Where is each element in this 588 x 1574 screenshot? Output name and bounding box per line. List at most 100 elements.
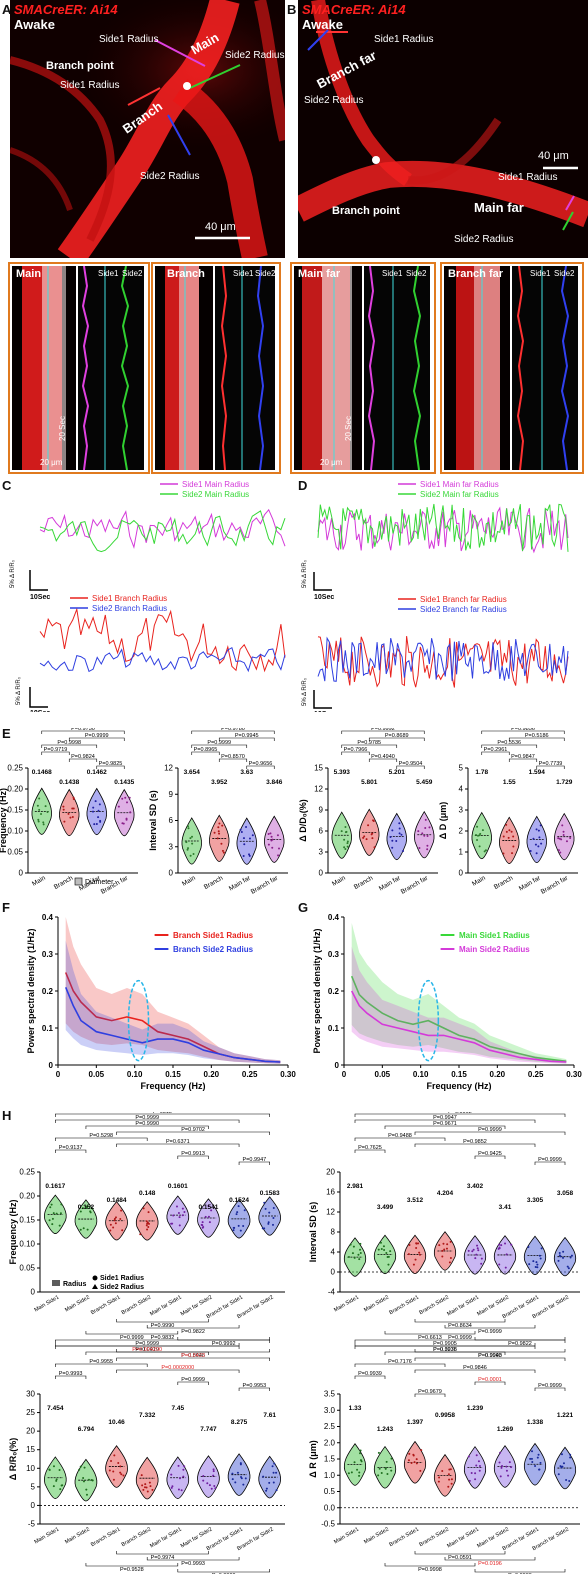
data-point bbox=[242, 1483, 245, 1486]
y-tick-label: 12 bbox=[326, 1208, 335, 1217]
data-point bbox=[558, 1254, 561, 1257]
data-point bbox=[450, 1482, 453, 1485]
micrograph-a: SMACreER: Ai14 Awake Side1 Radius Main S… bbox=[10, 0, 285, 258]
data-point bbox=[236, 1471, 239, 1474]
panel-h-bottom-bracket bbox=[474, 1337, 566, 1341]
data-point bbox=[448, 1478, 451, 1481]
data-point bbox=[441, 1255, 444, 1258]
panel-h-bottom-bracket bbox=[384, 1563, 476, 1567]
panel-h-top-pvalue: P=0.9846 bbox=[463, 1365, 487, 1371]
y-tick-label: 15 bbox=[314, 764, 323, 773]
data-point bbox=[385, 1252, 388, 1255]
data-point bbox=[508, 829, 511, 832]
panel-e-pvalue: P=0.9847 bbox=[511, 754, 535, 760]
panel-h-top-bracket bbox=[534, 1161, 566, 1165]
data-point bbox=[408, 1452, 411, 1455]
psd-line bbox=[350, 990, 567, 1063]
kymograph-box-main: Main Side1 Side2 20 Sec 20 μm bbox=[8, 262, 150, 474]
data-point bbox=[418, 847, 421, 850]
data-point bbox=[109, 1223, 112, 1226]
data-point bbox=[271, 846, 274, 849]
data-point bbox=[389, 836, 392, 839]
data-point bbox=[567, 1267, 570, 1270]
data-point bbox=[441, 1249, 444, 1252]
data-point bbox=[412, 1263, 415, 1266]
category-label: Branch far bbox=[400, 874, 430, 895]
data-point bbox=[510, 1243, 513, 1246]
data-point bbox=[438, 1476, 441, 1479]
kymo-main-far-red bbox=[294, 266, 362, 470]
panel-e-pvalue: P=0.9999 bbox=[207, 740, 231, 746]
panel-h-top-bracket bbox=[354, 1149, 386, 1153]
panel-h-top-pvalue: P=0.9488 bbox=[388, 1133, 412, 1139]
scale-y-d2: 5% Δ R/R₀ bbox=[302, 677, 308, 706]
data-point bbox=[264, 1207, 267, 1210]
data-point bbox=[245, 826, 248, 829]
data-point bbox=[214, 1487, 217, 1490]
data-point bbox=[270, 835, 273, 838]
data-point bbox=[265, 1487, 268, 1490]
data-point bbox=[379, 1241, 382, 1244]
y-tick-label: 0.2 bbox=[42, 987, 54, 996]
panel-e-bracket bbox=[191, 730, 275, 734]
data-point bbox=[208, 1484, 211, 1487]
data-point bbox=[125, 817, 128, 820]
y-axis-label: Δ R/R₀(%) bbox=[8, 1438, 18, 1481]
data-point bbox=[390, 1469, 393, 1472]
data-point bbox=[271, 1465, 274, 1468]
panel-h-top-pvalue: P=0.9425 bbox=[478, 1151, 502, 1157]
x-axis-label: Frequency (Hz) bbox=[426, 1081, 491, 1091]
data-point bbox=[351, 1252, 354, 1255]
data-point bbox=[151, 1488, 154, 1491]
y-axis-label: Power spectral density (1/Hz) bbox=[312, 928, 322, 1053]
data-point bbox=[119, 1217, 122, 1220]
data-point bbox=[128, 796, 131, 799]
panel-e-pvalue: P=0.4940 bbox=[371, 754, 395, 760]
panel-h-bottom-bracket bbox=[85, 1563, 179, 1567]
panel-h-bottom-bracket bbox=[474, 1569, 566, 1573]
y-tick-label: 3 bbox=[169, 842, 174, 851]
data-point bbox=[532, 1260, 535, 1263]
data-point bbox=[63, 820, 66, 823]
data-point bbox=[213, 1484, 216, 1487]
kymo-side1-label-branch-far: Side1 bbox=[530, 269, 551, 278]
data-point bbox=[146, 1490, 149, 1493]
panel-e-pvalue: P=0.7966 bbox=[344, 747, 368, 753]
data-point bbox=[437, 1480, 440, 1483]
panel-h-top-pvalue: P=0.9999 bbox=[448, 1335, 472, 1341]
data-point bbox=[79, 1228, 82, 1231]
panel-e-bracket bbox=[41, 730, 125, 734]
data-point bbox=[232, 1229, 235, 1232]
data-point bbox=[344, 825, 347, 828]
data-point bbox=[477, 834, 480, 837]
data-point bbox=[447, 1485, 450, 1488]
data-point bbox=[387, 1255, 390, 1258]
legend-marker-side1 bbox=[92, 1275, 98, 1281]
data-point bbox=[207, 1215, 210, 1218]
kymo-main-far-trace bbox=[364, 266, 430, 470]
y-tick-label: 0.25 bbox=[19, 1168, 35, 1177]
data-point bbox=[42, 821, 45, 824]
data-point bbox=[498, 1461, 501, 1464]
data-point bbox=[248, 854, 251, 857]
panel-h-top-pvalue: P=0.7176 bbox=[388, 1359, 412, 1365]
data-point bbox=[557, 1259, 560, 1262]
data-point bbox=[147, 1211, 150, 1214]
median-value-label: 1.338 bbox=[527, 1419, 544, 1426]
panel-e-pvalue: P=0.9730 bbox=[71, 728, 95, 732]
category-label: Main Side1 bbox=[333, 1527, 360, 1546]
data-point bbox=[182, 1468, 185, 1471]
data-point bbox=[530, 1457, 533, 1460]
data-point bbox=[126, 801, 129, 804]
data-point bbox=[277, 847, 280, 850]
kymo-branch-far-red bbox=[444, 266, 510, 470]
panel-h-bottom-bracket bbox=[85, 1331, 179, 1335]
x-tick-label: 0.30 bbox=[280, 1070, 296, 1079]
legend-label-diameter: Diameter bbox=[85, 879, 114, 886]
data-point bbox=[357, 1253, 360, 1256]
panel-e-bracket bbox=[218, 758, 248, 762]
median-value-label: 7.61 bbox=[263, 1412, 276, 1419]
panel-h-bottom-bracket bbox=[414, 1551, 506, 1555]
panel-h-top-bracket bbox=[354, 1113, 566, 1117]
panel-h-bottom-pvalue: P=0.9993 bbox=[181, 1561, 205, 1567]
